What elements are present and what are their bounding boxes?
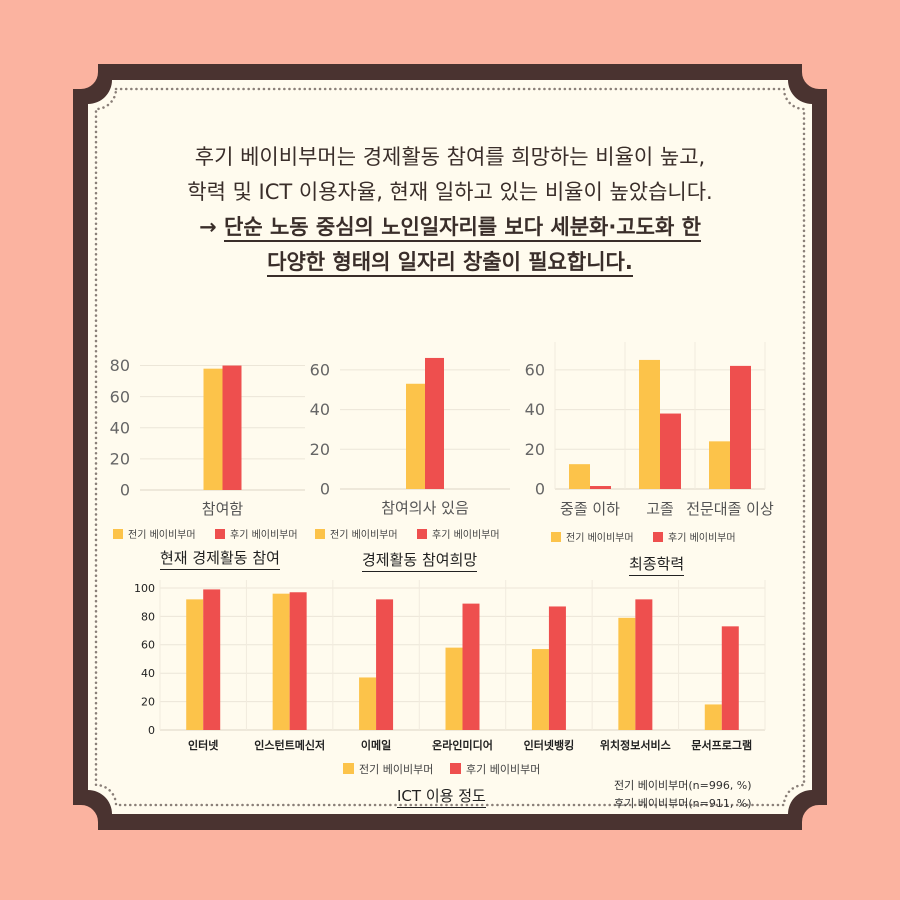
legend-label: 후기 베이비부머 [466,763,540,776]
bar-late [730,365,751,489]
bar-late [462,603,480,730]
headline-emphasis-1: 단순 노동 중심의 노인일자리를 보다 세분화·고도화 한 [224,215,701,242]
category-label: 문서프로그램 [691,738,752,752]
y-tick-label: 40 [141,667,155,680]
legend-swatch-early [551,532,561,542]
category-label: 중졸 이하 [560,500,620,518]
legend-label: 전기 베이비부머 [566,532,634,544]
y-tick-label: 20 [141,695,155,708]
y-tick-label: 80 [110,356,130,375]
legend-label: 후기 베이비부머 [668,532,736,544]
y-tick-label: 0 [148,724,155,737]
y-tick-label: 60 [525,360,545,379]
y-tick-label: 60 [310,360,330,379]
bar-early [639,359,660,489]
bar-early [531,649,549,730]
legend-label: 전기 베이비부머 [128,529,196,541]
bar-late [635,599,653,730]
y-tick-label: 60 [110,387,130,406]
bar-early [203,368,223,490]
category-label: 인터넷 [188,738,218,752]
legend-swatch-early [343,763,354,774]
category-label: 인터넷뱅킹 [524,738,575,752]
bar-late [203,589,221,730]
bar-early [618,617,636,730]
y-tick-label: 40 [110,418,130,437]
chart-title-education: 최종학력 [629,553,685,576]
bar-early [569,464,590,489]
legend-swatch-early [113,529,123,539]
bar-late [660,413,681,489]
y-tick-label: 0 [320,480,330,499]
y-tick-label: 20 [110,449,130,468]
y-tick-label: 40 [310,400,330,419]
headline-emphasis-2: 다양한 형태의 일자리 창출이 필요합니다. [267,250,633,277]
bar-late [289,592,307,730]
sample-note-late: 후기 베이비부머(n=911, %) [614,797,752,810]
bar-late [425,357,444,489]
chart-title-ict-usage: ICT 이용 정도 [397,785,486,808]
bar-late [590,486,611,489]
legend-label: 전기 베이비부머 [330,529,398,541]
sample-note-early: 전기 베이비부머(n=996, %) [614,779,752,792]
legend-label: 후기 베이비부머 [230,529,298,541]
bar-early [704,704,722,730]
bar-late [721,626,739,730]
legend-swatch-late [417,529,427,539]
bar-late [548,606,566,730]
bar-late [376,599,394,730]
y-tick-label: 60 [141,639,155,652]
bar-early [445,647,463,730]
headline-line-3: → 단순 노동 중심의 노인일자리를 보다 세분화·고도화 한 [90,210,810,245]
legend-label: 후기 베이비부머 [432,529,500,541]
bar-early [406,383,425,489]
bar-early [186,599,204,730]
headline-line-1: 후기 베이비부머는 경제활동 참여를 희망하는 비율이 높고, [194,145,706,169]
legend-swatch-late [653,532,663,542]
category-label: 위치정보서비스 [600,738,671,752]
legend-swatch-late [450,763,461,774]
legend-swatch-late [215,529,225,539]
y-tick-label: 80 [141,610,155,623]
headline-line-2: 학력 및 ICT 이용자율, 현재 일하고 있는 비율이 높았습니다. [187,180,713,204]
chart-title-economic-activity: 현재 경제활동 참여 [160,547,280,570]
headline-arrow: → [199,215,225,239]
y-tick-label: 0 [120,481,130,500]
y-tick-label: 40 [525,400,545,419]
y-tick-label: 100 [134,582,155,595]
bar-early [709,441,730,489]
legend-swatch-early [315,529,325,539]
chart-title-participation-hope: 경제활동 참여희망 [362,549,478,572]
category-label: 참여함 [202,500,244,518]
y-tick-label: 20 [525,440,545,459]
y-tick-label: 20 [310,440,330,459]
category-label: 이메일 [361,738,391,752]
category-label: 전문대졸 이상 [686,500,774,518]
legend-label: 전기 베이비부머 [359,763,433,776]
bar-early [359,677,377,730]
category-label: 고졸 [646,500,674,518]
y-tick-label: 0 [535,480,545,499]
headline-line-4: 다양한 형태의 일자리 창출이 필요합니다. [90,245,810,280]
category-label: 참여의사 있음 [381,499,469,517]
category-label: 인스턴트메신저 [254,738,325,752]
bar-early [272,593,290,730]
bar-late [222,365,242,490]
category-label: 온라인미디어 [432,738,493,752]
